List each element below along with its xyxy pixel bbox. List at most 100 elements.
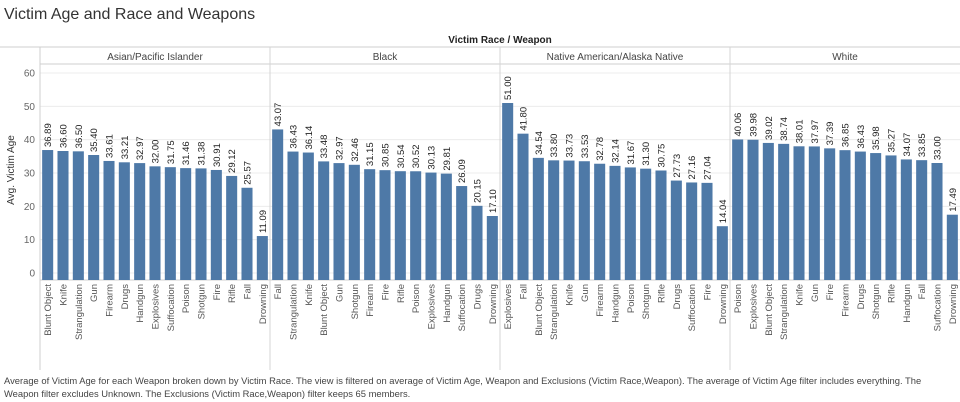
bar [149, 166, 161, 280]
category-label: Firearm [365, 284, 376, 317]
group-label: Asian/Pacific Islander [107, 52, 203, 63]
category-label: Fire [825, 284, 836, 300]
data-label: 36.14 [304, 126, 315, 150]
category-label: Rifle [657, 284, 668, 303]
category-label: Suffocation [933, 284, 944, 331]
data-label: 38.01 [795, 120, 806, 144]
bar [870, 153, 882, 280]
data-label: 30.91 [212, 143, 223, 167]
data-label: 30.54 [396, 144, 407, 168]
category-label: Poison [626, 284, 637, 313]
category-label: Drugs [120, 284, 131, 310]
category-label: Gun [335, 284, 346, 302]
bar [609, 165, 621, 280]
data-label: 35.27 [887, 129, 898, 153]
category-label: Rifle [227, 284, 238, 303]
bar [118, 162, 130, 280]
data-label: 33.53 [580, 134, 591, 158]
category-label: Drugs [473, 284, 484, 310]
data-label: 34.54 [534, 131, 545, 155]
data-label: 33.73 [565, 134, 576, 158]
category-label: Strangulation [779, 284, 790, 340]
category-label: Blunt Object [319, 284, 330, 336]
data-label: 36.85 [841, 123, 852, 147]
category-label: Rifle [396, 284, 407, 303]
bar [793, 146, 805, 280]
data-label: 31.46 [181, 141, 192, 165]
data-label: 17.49 [948, 188, 959, 212]
category-label: Strangulation [289, 284, 300, 340]
data-label: 25.57 [243, 161, 254, 185]
category-label: Handgun [135, 284, 146, 323]
data-label: 36.43 [856, 125, 867, 149]
bar [916, 160, 928, 280]
bar [716, 226, 728, 280]
data-label: 30.85 [381, 143, 392, 167]
data-label: 17.10 [488, 189, 499, 213]
y-tick-label: 50 [24, 102, 36, 113]
category-label: Drowning [258, 284, 269, 324]
data-label: 33.61 [105, 134, 116, 158]
data-label: 27.04 [703, 156, 714, 180]
bar [72, 151, 84, 280]
data-label: 36.89 [43, 123, 54, 147]
category-label: Fall [917, 284, 928, 299]
data-label: 30.13 [427, 146, 438, 170]
data-label: 31.75 [166, 140, 177, 164]
category-label: Drowning [488, 284, 499, 324]
bar [900, 159, 912, 280]
bar [532, 157, 544, 280]
data-label: 34.07 [902, 133, 913, 157]
data-label: 36.43 [289, 125, 300, 149]
bar [456, 186, 468, 280]
category-label: Shotgun [641, 284, 652, 319]
data-label: 40.06 [733, 113, 744, 137]
group-label: Native American/Alaska Native [547, 52, 684, 63]
chart-caption: Average of Victim Age for each Weapon br… [4, 375, 922, 399]
column-header: Victim Race / Weapon [448, 35, 552, 46]
bar [410, 171, 422, 280]
bar [548, 160, 560, 280]
bar [732, 139, 744, 280]
data-label: 31.38 [197, 142, 208, 166]
bar [134, 163, 146, 280]
bar [103, 160, 115, 280]
data-label: 31.15 [365, 142, 376, 166]
y-tick-label: 10 [24, 235, 36, 246]
category-label: Fall [519, 284, 530, 299]
data-label: 14.04 [718, 199, 729, 223]
bar [272, 129, 284, 280]
bar [42, 150, 54, 280]
bar [180, 168, 192, 280]
bar [854, 151, 866, 280]
category-label: Gun [89, 284, 100, 302]
category-label: Drugs [672, 284, 683, 310]
bar [226, 175, 238, 280]
bar [517, 133, 529, 280]
data-label: 37.39 [825, 122, 836, 146]
category-label: Rifle [887, 284, 898, 303]
category-label: Poison [733, 284, 744, 313]
data-label: 30.52 [411, 144, 422, 168]
data-label: 51.00 [503, 76, 514, 100]
category-label: Suffocation [687, 284, 698, 331]
bar [164, 167, 176, 280]
y-tick-label: 40 [24, 135, 36, 146]
data-label: 39.98 [749, 113, 760, 137]
bar [824, 148, 836, 280]
group-label: White [832, 52, 858, 63]
data-label: 35.98 [871, 126, 882, 150]
bar [747, 139, 759, 280]
data-label: 29.81 [442, 147, 453, 171]
bar [762, 142, 774, 280]
bar [379, 170, 391, 280]
data-label: 26.09 [457, 159, 468, 183]
category-label: Handgun [442, 284, 453, 323]
data-label: 32.97 [335, 136, 346, 160]
data-label: 33.21 [120, 136, 131, 160]
bar [318, 161, 330, 280]
bar [57, 151, 69, 280]
category-label: Fall [243, 284, 254, 299]
bar [808, 146, 820, 280]
bar [302, 152, 314, 280]
